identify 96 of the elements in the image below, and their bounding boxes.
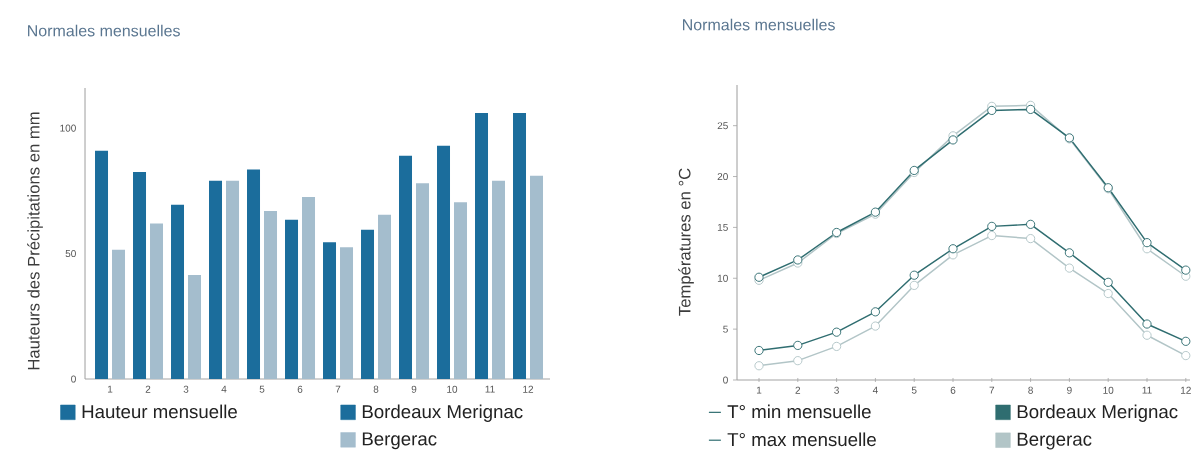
point (987, 230, 997, 241)
point (1026, 233, 1036, 244)
x-tick-label: 12 (1180, 386, 1191, 394)
x-tick-label: 4 (872, 386, 878, 394)
bar (112, 249, 126, 379)
bar (475, 113, 489, 379)
bar (133, 172, 147, 379)
y-tick-label: 25 (717, 122, 728, 130)
x-tick-label: 8 (373, 385, 379, 393)
point (1064, 248, 1075, 258)
legend-label: Bergerac (1017, 432, 1092, 450)
y-axis-title: Températures en °C (678, 168, 694, 316)
y-tick-label: 50 (65, 250, 76, 258)
point (870, 307, 881, 317)
bar (530, 175, 544, 379)
point (1026, 104, 1036, 115)
x-tick-label: 11 (1142, 386, 1152, 394)
x-tick-label: 8 (1028, 386, 1033, 394)
point (793, 356, 803, 366)
point (1181, 336, 1191, 346)
point (1026, 219, 1036, 229)
x-tick-label: 3 (834, 386, 839, 394)
x-tick-label: 2 (145, 385, 151, 393)
x-tick-label: 9 (1067, 386, 1072, 394)
y-tick-label: 0 (723, 376, 728, 384)
x-tick-label: 1 (756, 386, 762, 394)
bar (150, 223, 164, 379)
text: T° min mensuelle (727, 404, 871, 419)
bar (437, 145, 451, 379)
x-tick-label: 7 (335, 385, 341, 393)
point (909, 280, 919, 290)
x-tick-label: 7 (989, 386, 995, 394)
bar (188, 274, 202, 379)
y-tick-label: 0 (71, 375, 76, 383)
bar (378, 214, 392, 379)
x-tick-label: 6 (297, 385, 303, 393)
x-tick-label: 3 (183, 385, 189, 393)
point (832, 341, 842, 352)
point (870, 321, 881, 331)
bar (171, 204, 185, 379)
point (1181, 350, 1191, 361)
point (754, 345, 764, 356)
point (909, 270, 919, 280)
y-tick-label: 100 (60, 124, 76, 132)
x-tick-label: 10 (1103, 386, 1114, 394)
bar (340, 247, 354, 379)
bar (264, 210, 278, 379)
y-axis-title: Hauteurs des Précipitations en mm (27, 112, 43, 370)
point (948, 135, 958, 145)
bar (454, 202, 468, 379)
chart-title: Normales mensuelles (683, 18, 835, 31)
bar (285, 219, 299, 379)
bar (399, 155, 413, 379)
text: Hauteur mensuelle (82, 404, 237, 419)
bar (513, 113, 527, 379)
point (793, 340, 803, 350)
point (987, 221, 997, 231)
bar (226, 180, 240, 379)
y-tick-label: 5 (723, 325, 728, 333)
point (948, 244, 958, 254)
legend-label: Bordeaux Merignac (1017, 404, 1178, 422)
x-tick-label: 6 (950, 386, 956, 394)
bar (95, 150, 109, 379)
x-tick-label: 4 (221, 385, 227, 393)
point (1103, 288, 1113, 299)
x-tick-label: 12 (523, 385, 534, 393)
point (987, 105, 997, 116)
legend-label: Bordeaux Merignac (362, 404, 523, 422)
x-tick-label: 11 (485, 385, 495, 393)
bar (209, 180, 223, 379)
bar (323, 242, 337, 379)
x-tick-label: 1 (107, 385, 113, 393)
point (1064, 263, 1075, 273)
bar (247, 169, 261, 379)
bar (361, 229, 375, 379)
point (832, 327, 842, 337)
bar (302, 197, 316, 379)
point (754, 361, 764, 371)
point (1181, 265, 1191, 275)
bar (416, 183, 430, 379)
y-tick-label: 20 (717, 173, 728, 181)
point (1142, 238, 1152, 248)
x-tick-label: 10 (447, 385, 458, 393)
legend-label: Bergerac (362, 432, 437, 450)
point (1142, 330, 1152, 340)
chart-title: Normales mensuelles (28, 24, 180, 37)
y-tick-label: 15 (717, 223, 728, 231)
point (1103, 277, 1113, 287)
x-tick-label: 5 (259, 385, 265, 393)
point (1142, 319, 1152, 329)
bar (492, 180, 506, 379)
text: T° max mensuelle (727, 432, 876, 447)
x-tick-label: 5 (911, 386, 917, 394)
x-tick-label: 2 (795, 386, 801, 394)
y-tick-label: 10 (717, 274, 728, 282)
x-tick-label: 9 (411, 385, 417, 393)
